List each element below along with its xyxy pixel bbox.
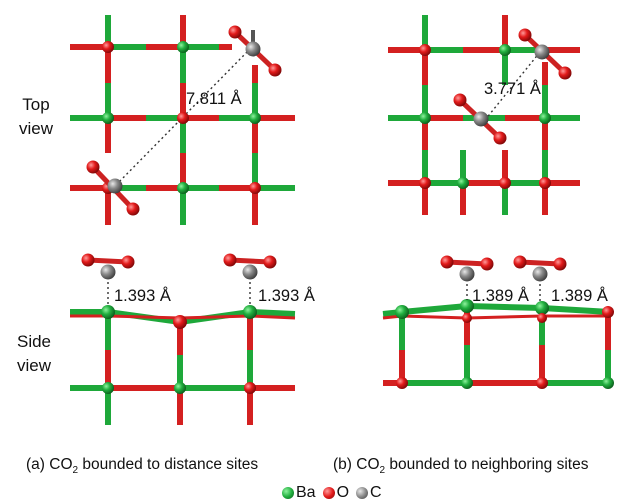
lattice-bonds xyxy=(382,302,611,386)
caption-a-suffix: bounded to distance sites xyxy=(78,456,259,473)
caption-a-sub: 2 xyxy=(72,465,79,477)
co2-molecule-right xyxy=(513,255,567,302)
top-view-label-line1: Top xyxy=(22,95,50,114)
o-atom-icon xyxy=(322,487,335,499)
distance-label-a-top: 7.811 Å xyxy=(186,89,242,108)
panel-a-side-view: 1.393 Å 1.393 Å xyxy=(70,253,315,425)
c-atom-icon xyxy=(356,487,369,499)
lattice-atoms xyxy=(102,41,261,194)
distance-label-b-side-left: 1.389 Å xyxy=(472,286,529,305)
panel-a-top-view: 7.811 Å xyxy=(70,15,295,225)
ba-atom-icon xyxy=(282,487,294,499)
distance-label-b-side-right: 1.389 Å xyxy=(551,286,608,305)
co2-molecule-center xyxy=(453,93,507,145)
co2-molecule-bottom-left xyxy=(86,160,140,216)
caption-b-sub: 2 xyxy=(379,465,386,477)
lattice-atoms xyxy=(101,305,257,394)
legend-label-c: C xyxy=(370,484,382,501)
caption-b-prefix: (b) CO xyxy=(333,456,380,473)
legend: Ba O C xyxy=(282,484,389,502)
legend-item-ba: Ba xyxy=(282,484,316,502)
legend-item-o: O xyxy=(322,484,350,502)
side-view-label-line1: Side xyxy=(16,332,52,351)
lattice-atoms xyxy=(395,299,614,389)
caption-a-prefix: (a) CO xyxy=(26,456,73,473)
co2-molecule-top-right xyxy=(518,28,572,80)
panel-b-side-view: 1.389 Å 1.389 Å xyxy=(382,255,614,389)
lattice-bonds xyxy=(70,308,296,425)
co2-molecule-left xyxy=(81,253,135,305)
legend-label-ba: Ba xyxy=(296,484,316,501)
top-view-label-line2: view xyxy=(18,119,53,138)
top-view-label: Top view xyxy=(6,93,66,141)
distance-label-a-side-right: 1.393 Å xyxy=(258,286,315,305)
caption-b-suffix: bounded to neighboring sites xyxy=(385,456,589,473)
co2-molecule-left xyxy=(440,255,494,300)
distance-label-b-top: 3.771 Å xyxy=(484,79,541,98)
caption-a: (a) CO2 bounded to distance sites xyxy=(26,456,258,476)
legend-label-o: O xyxy=(336,484,350,501)
co2-molecule-top-right xyxy=(228,25,282,77)
panel-b-top-view: 3.771 Å xyxy=(388,15,580,215)
lattice-atoms xyxy=(419,44,551,189)
legend-item-c: C xyxy=(356,484,382,502)
co2-molecule-right xyxy=(223,253,277,305)
side-view-label: Side view xyxy=(4,330,64,378)
caption-b: (b) CO2 bounded to neighboring sites xyxy=(333,456,588,476)
side-view-label-line2: view xyxy=(16,356,51,375)
distance-label-a-side-left: 1.393 Å xyxy=(114,286,171,305)
